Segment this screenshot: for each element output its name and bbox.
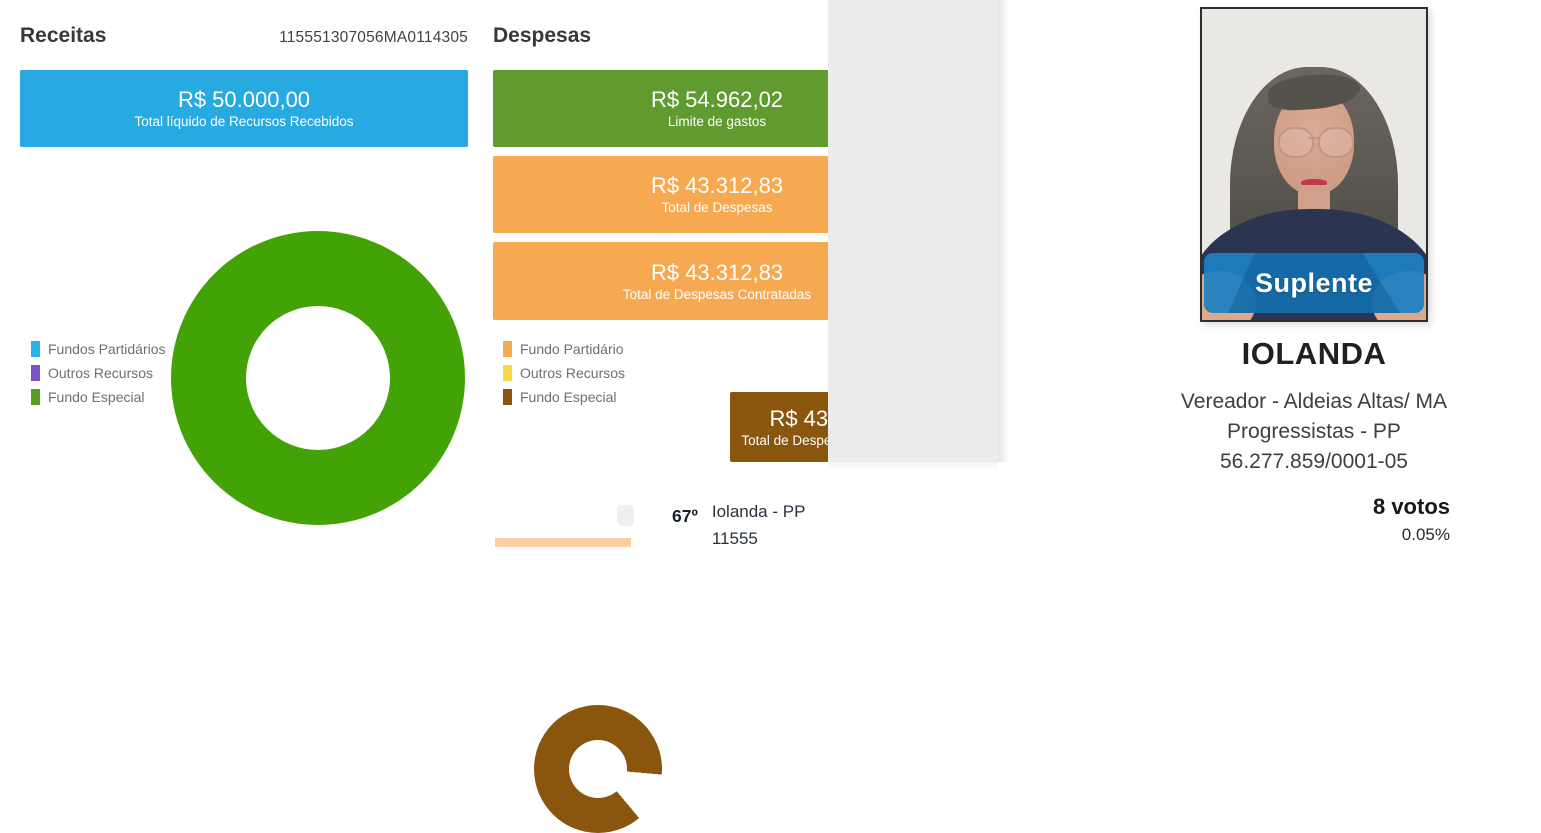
- ranking-candidate-number: 11555: [711, 529, 758, 548]
- despesas-limite-label: Limite de gastos: [667, 114, 767, 129]
- receitas-total-box: R$ 50.000,00 Total líquido de Recursos R…: [20, 70, 468, 147]
- votes-percent: 0.05%: [1401, 525, 1450, 544]
- legend-color-swatch-icon: [31, 365, 40, 381]
- votes-count: 8 votos: [1372, 494, 1450, 519]
- candidate-party: Progressistas - PP: [1227, 420, 1401, 443]
- legend-label: Fundo Especial: [520, 389, 617, 405]
- legend-item-fundos-partidarios[interactable]: Fundos Partidários: [31, 341, 166, 357]
- despesas-total-value: R$ 43.312,83: [650, 173, 784, 198]
- candidate-photo: Suplente: [1200, 7, 1428, 322]
- panel-divider: [828, 0, 1010, 469]
- despesas-legend: Fundo Partidário Outros Recursos Fundo E…: [503, 341, 625, 405]
- receitas-total-value: R$ 50.000,00: [177, 87, 311, 112]
- next-row-edge: [495, 538, 631, 547]
- legend-label: Fundo Especial: [48, 389, 145, 405]
- legend-item-fundo-especial[interactable]: Fundo Especial: [503, 389, 625, 405]
- despesas-total-label: Total de Despesas: [661, 200, 773, 215]
- legend-label: Fundo Partidário: [520, 341, 624, 357]
- candidate-info: IOLANDA Vereador - Aldeias Altas/ MA Pro…: [1150, 336, 1478, 477]
- legend-color-swatch-icon: [503, 341, 512, 357]
- despesas-contratadas-value: R$ 43.312,83: [650, 259, 784, 285]
- receitas-donut-chart[interactable]: [171, 231, 465, 525]
- status-badge-label: Suplente: [1254, 267, 1373, 298]
- glasses-icon: [1318, 127, 1354, 158]
- despesas-header: Despesas: [493, 24, 591, 48]
- receitas-title: Receitas: [20, 24, 107, 47]
- donut-scroll-thumb: [617, 505, 634, 526]
- glasses-bridge: [1308, 137, 1320, 139]
- legend-item-fundo-especial[interactable]: Fundo Especial: [31, 389, 166, 405]
- candidate-account-code: 115551307056MA0114305: [279, 29, 468, 46]
- legend-item-outros-recursos[interactable]: Outros Recursos: [31, 365, 166, 381]
- despesas-donut-chart[interactable]: [534, 705, 662, 833]
- legend-label: Outros Recursos: [520, 365, 626, 381]
- legend-item-outros-recursos[interactable]: Outros Recursos: [503, 365, 625, 381]
- legend-color-swatch-icon: [503, 365, 512, 381]
- ranking-position: 67º: [672, 506, 698, 526]
- despesas-limite-value: R$ 54.962,02: [650, 87, 784, 112]
- receitas-header: Receitas 115551307056MA0114305: [20, 24, 468, 48]
- legend-item-fundo-partidario[interactable]: Fundo Partidário: [503, 341, 625, 357]
- legend-color-swatch-icon: [503, 389, 512, 405]
- receitas-total-label: Total líquido de Recursos Recebidos: [134, 114, 354, 129]
- photo-lips: [1301, 179, 1327, 187]
- candidate-name: IOLANDA: [1241, 336, 1387, 371]
- receitas-legend: Fundos Partidários Outros Recursos Fundo…: [31, 341, 166, 405]
- candidate-cnpj: 56.277.859/0001-05: [1219, 450, 1408, 473]
- glasses-icon: [1278, 127, 1314, 158]
- legend-color-swatch-icon: [31, 389, 40, 405]
- status-badge: Suplente: [1204, 253, 1424, 313]
- candidate-photo-illustration: Suplente: [1202, 9, 1426, 320]
- candidate-office: Vereador - Aldeias Altas/ MA: [1180, 390, 1448, 413]
- despesas-title: Despesas: [493, 24, 592, 47]
- votes-block: 8 votos 0.05%: [1373, 494, 1450, 545]
- despesas-contratadas-label: Total de Despesas Contratadas: [622, 286, 812, 302]
- legend-color-swatch-icon: [31, 341, 40, 357]
- legend-label: Outros Recursos: [48, 365, 154, 381]
- legend-label: Fundos Partidários: [48, 341, 166, 357]
- ranking-list-item[interactable]: 67º Iolanda - PP 11555: [672, 498, 805, 552]
- ranking-candidate-name: Iolanda - PP: [711, 502, 806, 521]
